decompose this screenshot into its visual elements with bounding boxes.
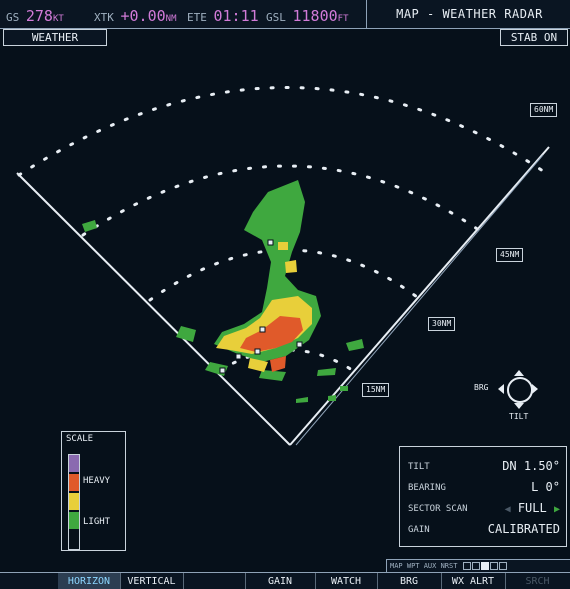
weather-returns [82, 180, 364, 403]
sector-edges [16, 146, 550, 446]
brg-left-arrow-icon[interactable] [498, 384, 504, 394]
bearing-setting-value: L 0° [531, 480, 560, 494]
gsl-unit: FT [337, 14, 349, 24]
scale-swatch-none [69, 531, 79, 548]
status-bar: GS 278KT XTK +0.00NM ETE 01:11 GSL 11800… [0, 0, 570, 29]
softkey-brg[interactable]: BRG [377, 573, 442, 589]
tilt-setting-label: TILT [408, 462, 430, 472]
softkey-watch[interactable]: WATCH [315, 573, 378, 589]
xtk-unit: NM [165, 14, 177, 24]
softkey-vertical[interactable]: VERTICAL [120, 573, 184, 589]
scale-light-label: LIGHT [83, 517, 111, 527]
page-group-indicator: MAP WPT AUX NRST [386, 559, 570, 573]
brg-tilt-cursor-icon[interactable] [507, 377, 533, 403]
brg-label: BRG [474, 383, 489, 392]
softkey-bar: HORIZON VERTICAL GAIN WATCH BRG WX ALRT … [0, 572, 570, 589]
ete-value: 01:11 [213, 7, 259, 25]
data-markers [219, 239, 303, 374]
divider [366, 0, 367, 28]
tilt-setting-value: DN 1.50° [502, 459, 560, 473]
bearing-row[interactable]: BEARING L 0° [408, 480, 560, 496]
tilt-up-arrow-icon[interactable] [514, 370, 524, 376]
gsl-label: GSL [266, 11, 286, 24]
sector-scan-value: FULL [517, 501, 547, 515]
gain-row[interactable]: GAIN CALIBRATED [408, 522, 560, 538]
range-ring-60 [17, 86, 551, 177]
ete-field: ETE 01:11 [187, 7, 259, 25]
softkey-blank[interactable] [0, 573, 59, 589]
scale-legend: SCALE HEAVY LIGHT [61, 431, 126, 551]
sector-scan-selector[interactable]: ◀ FULL ▶ [505, 501, 560, 515]
gain-setting-label: GAIN [408, 525, 430, 535]
stab-label: STAB ON [500, 29, 568, 46]
tilt-row[interactable]: TILT DN 1.50° [408, 459, 560, 475]
gsl-field: GSL 11800FT [266, 7, 349, 25]
page-title: MAP - WEATHER RADAR [396, 7, 543, 21]
scale-swatch-extreme [69, 455, 79, 472]
page-indicator [498, 562, 507, 570]
arrow-left-icon[interactable]: ◀ [504, 504, 511, 515]
softkey-horizon[interactable]: HORIZON [58, 573, 121, 589]
gs-value: 278 [25, 7, 53, 25]
sector-edge-right [289, 146, 550, 446]
tilt-label: TILT [509, 412, 529, 421]
page-indicator [489, 562, 498, 570]
radar-settings-panel: TILT DN 1.50° BEARING L 0° SECTOR SCAN ◀… [399, 446, 567, 547]
brg-right-arrow-icon[interactable] [532, 384, 538, 394]
gs-field: GS 278KT [6, 7, 64, 25]
gsl-value: 11800 [292, 7, 338, 25]
heavy-precip-returns [240, 316, 303, 372]
page-group-label: MAP WPT AUX NRST [390, 562, 458, 570]
sector-edge-left [16, 172, 291, 446]
sector-scan-row[interactable]: SECTOR SCAN ◀ FULL ▶ [408, 501, 560, 517]
scale-swatch-moderate [69, 493, 79, 510]
gain-setting-value: CALIBRATED [487, 522, 560, 536]
bearing-line [295, 154, 544, 446]
sector-scan-label: SECTOR SCAN [408, 504, 468, 514]
tilt-down-arrow-icon[interactable] [514, 403, 524, 409]
softkey-srch[interactable]: SRCH [525, 576, 550, 587]
range-ring-15 [218, 348, 354, 372]
xtk-field: XTK +0.00NM [94, 7, 177, 25]
gs-label: GS [6, 11, 20, 24]
page-indicator [462, 562, 471, 570]
xtk-value: +0.00 [120, 7, 166, 25]
gs-unit: KT [52, 14, 64, 24]
page-indicator-active [480, 562, 489, 570]
range-label-30: 30NM [428, 317, 456, 331]
ete-label: ETE [187, 11, 207, 24]
scale-heavy-label: HEAVY [83, 476, 111, 486]
scale-swatch-heavy [69, 474, 79, 491]
softkey-wx-alert[interactable]: WX ALRT [441, 573, 506, 589]
softkey-empty[interactable] [183, 573, 246, 589]
softkey-gain[interactable]: GAIN [245, 573, 316, 589]
range-label-15: 15NM [362, 383, 390, 397]
bearing-setting-label: BEARING [408, 483, 446, 493]
range-label-45: 45NM [496, 248, 524, 262]
scale-bar [68, 454, 80, 550]
range-label-60: 60NM [530, 103, 558, 117]
page-indicator [471, 562, 480, 570]
mode-label: WEATHER [3, 29, 107, 46]
scale-title: SCALE [66, 434, 94, 444]
scale-swatch-light [69, 512, 79, 529]
xtk-label: XTK [94, 11, 114, 24]
arrow-right-icon[interactable]: ▶ [553, 504, 560, 515]
